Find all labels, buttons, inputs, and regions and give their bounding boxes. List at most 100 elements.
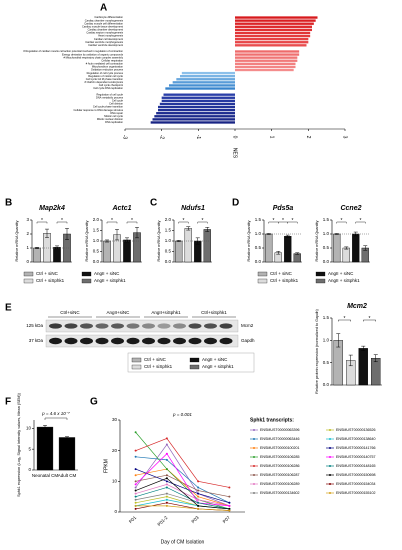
blot-band [111, 323, 124, 329]
y-axis-title: Sphk1 expression (Log₂ Signal Intensity … [17, 392, 21, 497]
point [228, 495, 231, 498]
legend-marker [253, 474, 255, 476]
category-label: Energy derivation by oxidation of organi… [62, 52, 124, 56]
blot-band [219, 337, 233, 345]
y-tick-label: 1.0 [323, 338, 330, 343]
legend-marker [329, 465, 331, 467]
panel-label: B [5, 198, 12, 209]
category-label: Cardiac muscle tissue development [82, 24, 123, 28]
blot-band [95, 337, 109, 345]
protein-label: Gapdh [241, 338, 255, 343]
legend-label: ENSMUST00000138640 [336, 437, 376, 441]
series-line [135, 487, 230, 510]
legend-swatch [23, 278, 34, 284]
point [165, 501, 168, 504]
point [165, 443, 168, 446]
legend-marker [253, 483, 255, 485]
bar [235, 19, 316, 22]
legend-label: ENSMUST00000106289 [260, 482, 300, 486]
category-label: Cardiac chamber morphogenesis [85, 18, 124, 22]
series-line [135, 443, 230, 507]
category-label: # Mitochondrial respiratory chain comple… [63, 55, 123, 59]
y-tick-label: 2 [26, 231, 29, 236]
bar [235, 50, 300, 53]
legend-marker [253, 456, 255, 458]
bar [235, 16, 318, 19]
legend-label: ENSMUST00000106285 [260, 455, 300, 459]
bar [123, 239, 131, 263]
significance-label: * [131, 218, 133, 224]
bar [161, 96, 235, 99]
legend-label: AngII + siNC [94, 271, 120, 276]
bar [235, 31, 311, 35]
chart-title: Map2k4 [39, 205, 65, 212]
point [134, 474, 137, 477]
y-tick-label: 30 [112, 417, 118, 422]
bar [371, 358, 381, 386]
lane-label: Ctrl+siSphk1 [201, 310, 227, 315]
series-line [135, 474, 230, 498]
y-tick-label: 1.5 [165, 228, 172, 233]
legend-label: Ctrl + siNC [36, 271, 59, 276]
bar [154, 115, 235, 118]
legend-label: Ctrl + siNC [144, 357, 167, 362]
y-tick-label: 1.5 [323, 217, 330, 222]
y-tick-label: 1.5 [93, 228, 100, 233]
legend-label: AngII + siNC [328, 271, 354, 276]
point [197, 504, 200, 507]
chart-title: Pds5a [273, 205, 294, 212]
legend-label: Ctrl + siSphk1 [270, 278, 299, 283]
legend-marker [329, 456, 331, 458]
significance-bracket [178, 221, 189, 224]
legend-label: Ctrl + siSphk1 [36, 278, 65, 283]
significance-bracket [336, 221, 347, 224]
legend-label: ENSMUST00000106287 [260, 473, 300, 477]
error-bar [285, 234, 290, 238]
error-bar [295, 252, 300, 255]
legend-label: AngII + siSphk1 [94, 278, 126, 283]
blot-band [80, 323, 93, 329]
bar [103, 240, 111, 263]
legend-box [127, 352, 255, 373]
bar [33, 247, 41, 263]
category-label: Cell cycle phase transition [93, 105, 124, 109]
bar [152, 118, 235, 121]
bar [169, 84, 235, 87]
legend-label: Ctrl + siSphk1 [144, 364, 173, 369]
significance-bracket [56, 221, 68, 224]
category-label: Cardiac ventricle development [88, 43, 123, 47]
significance-bracket [44, 417, 68, 420]
legend-label: ENSMUST00000155102 [336, 491, 376, 495]
y-tick-label: 10 [26, 426, 32, 431]
marker-label: 37 kDa [29, 338, 44, 343]
category-label: Cellular respiration [101, 58, 123, 62]
category-label: Cell cycle DNA replication [93, 86, 123, 90]
legend-swatch [23, 271, 34, 277]
legend-marker [253, 447, 255, 449]
point [197, 486, 200, 489]
error-bar [186, 226, 191, 231]
x-tick-label: P01 [128, 515, 138, 525]
category-label: Cell division [109, 102, 123, 106]
blot-band [111, 337, 124, 345]
blot-band [64, 337, 78, 345]
significance-bracket [106, 221, 118, 224]
x-axis-title: Day of CM Isolation [161, 539, 205, 545]
blot-band [204, 323, 217, 329]
legend-label: ENSMUST00000136526 [336, 428, 376, 432]
bar [333, 233, 341, 263]
y-axis-title: FPKM [103, 459, 109, 473]
category-label: Cell cycle G2 M phase transition [86, 77, 124, 81]
significance-label: * [41, 218, 43, 224]
blot-band [49, 337, 62, 345]
category-label: # Clathrin dependent endocytosis [85, 80, 124, 84]
point [197, 501, 200, 504]
category-label: Oxidation reduction process [91, 68, 124, 72]
category-label: Mitotic nuclear division [97, 117, 124, 121]
blot-band [64, 323, 78, 329]
x-tick-label: -3 [122, 135, 128, 140]
bar [235, 34, 311, 38]
blot-band [142, 337, 155, 345]
point [165, 477, 168, 480]
x-tick-label: -2 [158, 135, 164, 140]
